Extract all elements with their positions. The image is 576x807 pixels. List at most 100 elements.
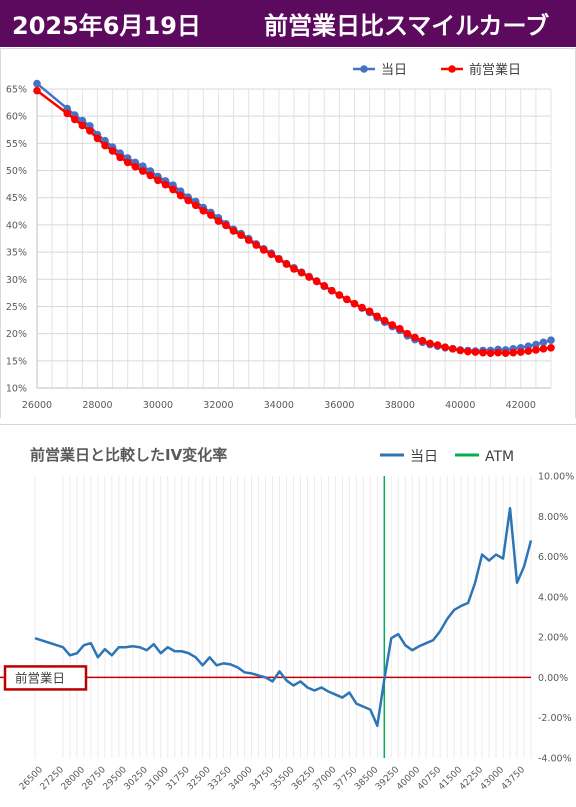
data-point <box>532 340 540 349</box>
data-point <box>252 241 261 249</box>
y-tick-label: 50% <box>6 166 27 177</box>
data-point <box>433 341 442 349</box>
data-point <box>267 250 276 259</box>
page-header: 2025年6月19日 前営業日比スマイルカーブ <box>0 0 576 47</box>
data-point <box>471 348 480 356</box>
data-point <box>199 206 208 215</box>
y-tick-label: 10% <box>6 384 27 395</box>
data-point <box>418 336 427 345</box>
data-point <box>146 171 155 180</box>
x-tick-label: 38000 <box>385 400 415 411</box>
legend-today-label: 当日 <box>410 449 438 465</box>
series-line-today <box>34 506 533 728</box>
data-point <box>365 307 374 316</box>
y-tick-label: 20% <box>6 329 27 340</box>
data-point <box>456 346 465 355</box>
smile-curve-panel: 10% 15% 20% 25% 30% 35% 40% 45% 50% 55% 60% 65% 2600… <box>0 48 576 418</box>
y-tick-label: 4.00% <box>538 592 568 603</box>
x-tick-label: 30000 <box>143 400 173 411</box>
chart-title: 前営業日と比較したIV変化率 <box>30 446 227 464</box>
data-point <box>244 236 253 244</box>
data-point <box>139 167 147 175</box>
data-point <box>275 255 283 263</box>
y-tick-label: 15% <box>6 356 27 367</box>
data-point <box>161 180 170 189</box>
data-point <box>214 217 223 225</box>
data-point <box>70 115 79 124</box>
data-point <box>448 345 457 353</box>
reference-label-box <box>3 665 88 691</box>
data-point <box>222 221 230 230</box>
data-point <box>93 134 102 143</box>
data-point <box>259 246 268 254</box>
data-point <box>86 127 94 135</box>
data-point <box>441 343 449 352</box>
data-point <box>486 349 495 358</box>
iv-change-chart: 前営業日と比較したIV変化率 当日 ATM -4.00% -2.00% 0.00% 2.00… <box>0 446 574 793</box>
x-tick-label: 28000 <box>82 400 112 411</box>
y-tick-label: -2.00% <box>538 713 572 724</box>
data-point <box>33 79 41 88</box>
report-date: 2025年6月19日 <box>12 12 201 40</box>
data-point <box>509 348 518 357</box>
data-point <box>237 231 245 240</box>
data-point <box>524 347 533 355</box>
data-point <box>116 153 124 162</box>
y-tick-label: 60% <box>6 112 27 123</box>
data-point <box>373 312 381 321</box>
data-point <box>33 86 41 95</box>
data-point <box>547 336 555 344</box>
y-tick-label: 45% <box>6 193 27 204</box>
legend-atm-label: ATM <box>485 449 514 465</box>
data-point <box>516 348 525 356</box>
x-tick-label: 43750 <box>500 765 528 793</box>
y-tick-label: 0.00% <box>538 673 568 684</box>
data-point <box>343 295 351 304</box>
data-point <box>358 303 366 312</box>
legend-previous-marker <box>448 65 456 73</box>
x-tick-label: 26000 <box>22 400 52 411</box>
data-point <box>78 121 87 130</box>
data-point <box>184 196 192 205</box>
data-point <box>101 141 109 150</box>
y-tick-label: 25% <box>6 302 27 313</box>
y-tick-label: 40% <box>6 220 27 231</box>
data-point <box>539 338 548 347</box>
data-point <box>494 348 502 357</box>
x-tick-label: 36000 <box>324 400 354 411</box>
y-tick-label: 2.00% <box>538 633 568 644</box>
data-point <box>380 316 389 325</box>
data-point <box>154 176 162 185</box>
data-point <box>426 339 434 348</box>
y-tick-label: 55% <box>6 139 27 150</box>
data-point <box>335 291 344 299</box>
x-tick-label: 40000 <box>445 400 475 411</box>
data-point <box>305 273 313 281</box>
page-title: 前営業日比スマイルカーブ <box>264 12 550 40</box>
data-point <box>191 201 200 210</box>
data-point <box>229 227 238 235</box>
data-point <box>396 324 404 333</box>
data-point <box>411 333 419 342</box>
data-point <box>327 286 336 295</box>
data-point <box>312 277 321 286</box>
y-tick-label: 6.00% <box>538 552 568 563</box>
legend-previous-label: 前営業日 <box>469 62 521 78</box>
data-point <box>131 162 140 171</box>
y-tick-label: 35% <box>6 248 27 259</box>
data-point <box>479 348 487 357</box>
data-point <box>403 329 412 338</box>
data-point <box>297 268 306 277</box>
data-point <box>207 211 215 219</box>
data-point <box>290 265 298 273</box>
iv-change-panel: 前営業日と比較したIV変化率 当日 ATM -4.00% -2.00% 0.00% 2.00… <box>0 424 576 803</box>
legend-today-label: 当日 <box>381 63 407 78</box>
data-point <box>320 281 329 290</box>
data-point <box>282 260 291 268</box>
x-tick-label: 32000 <box>203 400 233 411</box>
data-point <box>388 321 397 329</box>
reference-label: 前営業日 <box>15 670 65 685</box>
y-tick-label: 10.00% <box>538 472 574 483</box>
y-tick-label: -4.00% <box>538 754 572 765</box>
data-point <box>176 191 185 200</box>
